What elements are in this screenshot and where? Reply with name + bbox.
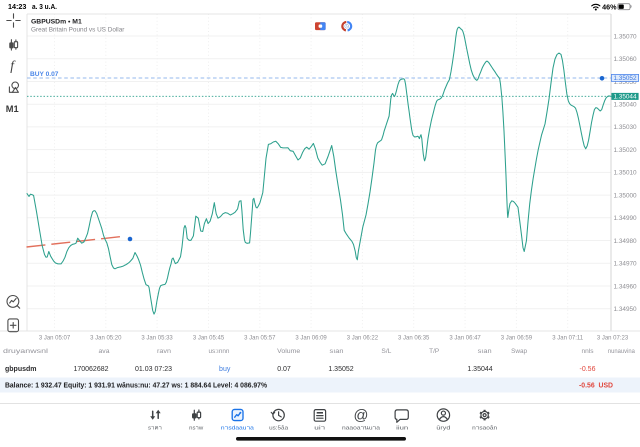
svg-text:1.35030: 1.35030	[614, 124, 638, 131]
svg-text:buy: buy	[219, 366, 231, 373]
svg-text:1.35050: 1.35050	[614, 79, 638, 86]
svg-text:nunauvina: nunauvina	[608, 348, 636, 355]
svg-text:46%: 46%	[602, 2, 617, 11]
svg-text:T/P: T/P	[429, 348, 439, 355]
svg-text:ūryd: ūryd	[436, 425, 450, 431]
svg-text:1.35044: 1.35044	[613, 93, 637, 100]
svg-text:1.34970: 1.34970	[614, 261, 638, 268]
svg-text:@: @	[354, 408, 369, 424]
svg-text:3 Jan 05:45: 3 Jan 05:45	[193, 336, 225, 342]
svg-text:nnls: nnls	[582, 348, 594, 355]
svg-text:3 Jan 07:23: 3 Jan 07:23	[597, 336, 629, 342]
svg-text:druyanwsnl: druyanwsnl	[3, 348, 48, 355]
svg-text:ava: ava	[99, 348, 111, 355]
svg-text:1.35052: 1.35052	[328, 366, 353, 373]
svg-text:BUY 0.07: BUY 0.07	[30, 71, 59, 78]
svg-text:3 Jan 06:09: 3 Jan 06:09	[295, 336, 327, 342]
svg-text:1.34950: 1.34950	[614, 306, 638, 313]
svg-text:1.34960: 1.34960	[614, 283, 638, 290]
svg-text:S/L: S/L	[381, 348, 392, 355]
svg-text:1.34980: 1.34980	[614, 238, 638, 245]
svg-text:a. 3 u.A.: a. 3 u.A.	[32, 2, 57, 11]
svg-text:-0.56 USD: -0.56 USD	[579, 382, 613, 389]
svg-text:3 Jan 06:59: 3 Jan 06:59	[501, 336, 533, 342]
svg-text:3 Jan 06:22: 3 Jan 06:22	[347, 336, 379, 342]
svg-text:Great Britain Pound vs US Doll: Great Britain Pound vs US Dollar	[31, 26, 125, 33]
svg-text:uiา: uiา	[314, 425, 325, 431]
svg-text:3 Jan 05:57: 3 Jan 05:57	[244, 336, 276, 342]
svg-text:-0.56: -0.56	[580, 366, 596, 373]
svg-text:Swap: Swap	[511, 348, 528, 355]
svg-text:1.35010: 1.35010	[614, 170, 638, 177]
svg-text:1.35070: 1.35070	[614, 33, 638, 40]
svg-text:GBPUSDm • M1: GBPUSDm • M1	[31, 19, 82, 26]
svg-text:sาคา: sาคา	[148, 425, 162, 431]
svg-text:nาsdaauาa: nาsdaauาa	[221, 425, 255, 431]
svg-text:Volume: Volume	[277, 348, 301, 355]
svg-text:170062682: 170062682	[73, 366, 108, 373]
svg-text:3 Jan 05:07: 3 Jan 05:07	[39, 336, 71, 342]
svg-text:14:23: 14:23	[8, 2, 26, 11]
svg-text:3 Jan 05:20: 3 Jan 05:20	[90, 336, 122, 342]
svg-text:3 Jan 07:11: 3 Jan 07:11	[552, 336, 584, 342]
svg-text:1.35040: 1.35040	[614, 102, 638, 109]
svg-text:sıan: sıan	[330, 348, 344, 355]
svg-text:1.35052: 1.35052	[613, 75, 637, 82]
svg-text:01.03 07:23: 01.03 07:23	[135, 366, 172, 373]
svg-text:1.35044: 1.35044	[467, 366, 492, 373]
svg-text:nsาw: nsาw	[189, 425, 204, 431]
svg-text:gbpusdm: gbpusdm	[5, 366, 37, 373]
svg-text:3 Jan 06:35: 3 Jan 06:35	[398, 336, 430, 342]
svg-text:3 Jan 06:47: 3 Jan 06:47	[449, 336, 481, 342]
svg-text:1.35000: 1.35000	[614, 192, 638, 199]
svg-text:0.07: 0.07	[277, 366, 291, 373]
svg-text:us:5ăa: us:5ăa	[269, 425, 289, 431]
svg-text:us:ınnn: us:ınnn	[209, 348, 230, 355]
svg-text:f: f	[10, 58, 16, 73]
svg-text:Balance: 1 932.47 Equity: 1 93: Balance: 1 932.47 Equity: 1 931.91 wănus…	[5, 382, 267, 389]
svg-text:sıan: sıan	[478, 348, 492, 355]
svg-text:3 Jan 05:33: 3 Jan 05:33	[141, 336, 173, 342]
svg-text:1.35020: 1.35020	[614, 147, 638, 154]
svg-text:naaoaานuาa: naaoaานuาa	[342, 425, 381, 431]
svg-text:1.35060: 1.35060	[614, 56, 638, 63]
svg-text:M1: M1	[6, 104, 19, 114]
svg-text:nาsaoăn: nาsaoăn	[472, 425, 497, 431]
svg-text:iiun: iiun	[396, 425, 408, 431]
svg-text:1.34990: 1.34990	[614, 215, 638, 222]
svg-text:ravn: ravn	[157, 348, 171, 355]
